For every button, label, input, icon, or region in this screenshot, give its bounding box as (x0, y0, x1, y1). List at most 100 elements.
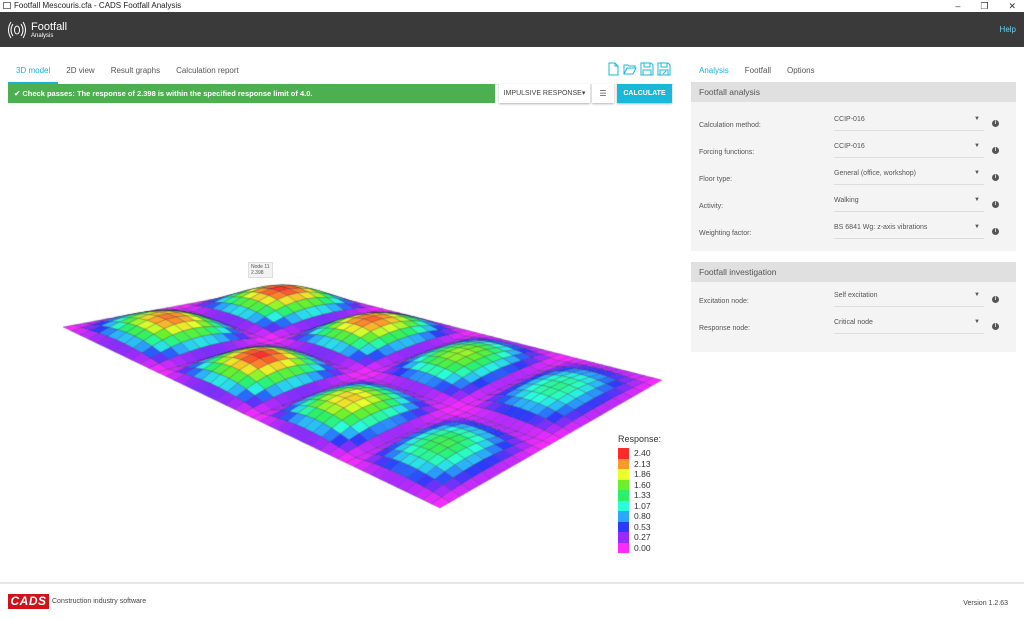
check-status-banner: ✔ Check passes: The response of 2.398 is… (8, 84, 495, 103)
legend-value: 2.13 (634, 458, 651, 469)
select-value: CCIP-016 (834, 143, 865, 150)
tab-calculation-report[interactable]: Calculation report (176, 66, 239, 75)
minimize-button[interactable]: – (955, 1, 961, 11)
tab-3d-model[interactable]: 3D model (8, 60, 59, 84)
field-label: Activity: (699, 203, 724, 210)
calculate-button[interactable]: CALCULATE (617, 84, 672, 103)
tab-analysis[interactable]: Analysis (691, 60, 737, 84)
tab-options[interactable]: Options (787, 66, 815, 75)
info-icon[interactable]: i (992, 120, 999, 127)
caret-down-icon: ▼ (974, 292, 980, 298)
field-select[interactable]: General (office, workshop) ▼ (834, 170, 984, 185)
legend-value: 0.00 (634, 542, 651, 553)
legend-swatch (618, 448, 629, 459)
field-row: Weighting factor: BS 6841 Wg: z-axis vib… (691, 220, 1016, 247)
new-file-icon[interactable] (606, 62, 620, 76)
caret-down-icon: ▼ (974, 224, 980, 230)
field-select[interactable]: BS 6841 Wg: z-axis vibrations ▼ (834, 224, 984, 239)
field-label: Forcing functions: (699, 149, 755, 156)
field-label: Floor type: (699, 176, 733, 183)
legend-value: 1.86 (634, 469, 651, 480)
cads-logo: CADS (8, 594, 49, 609)
footer: CADS Construction industry software Vers… (0, 582, 1024, 619)
save-icon[interactable] (640, 62, 654, 76)
close-button[interactable]: ✕ (1008, 1, 1016, 11)
info-icon[interactable]: i (992, 147, 999, 154)
sliders-icon[interactable]: ☰ (592, 84, 614, 103)
logo-subtitle: Analysis (31, 33, 54, 39)
impulsive-response-dropdown[interactable]: IMPULSIVE RESPONSE▾ (499, 84, 590, 103)
app-header: Footfall Analysis Help (0, 12, 1024, 47)
legend-swatch (618, 469, 629, 480)
legend-item: 0.80 (618, 511, 661, 522)
legend-item: 0.53 (618, 521, 661, 532)
field-select[interactable]: Self excitation ▼ (834, 292, 984, 307)
legend-item: 0.27 (618, 532, 661, 543)
legend-title: Response: (618, 434, 662, 444)
field-label: Excitation node: (699, 298, 749, 305)
peak-node-label: Node 11 2.398 (248, 262, 273, 278)
caret-down-icon: ▼ (974, 116, 980, 122)
legend-value: 2.40 (634, 448, 651, 459)
panel-title: Footfall investigation (691, 262, 1016, 282)
field-label: Weighting factor: (699, 230, 752, 237)
3d-response-surface[interactable] (0, 108, 685, 580)
version-label: Version 1.2.63 (963, 600, 1008, 607)
open-folder-icon[interactable] (623, 62, 637, 76)
legend-swatch (618, 521, 629, 532)
legend-value: 1.60 (634, 479, 651, 490)
legend-value: 0.27 (634, 532, 651, 543)
tagline: Construction industry software (52, 598, 147, 605)
footfall-investigation-panel: Footfall investigation Excitation node: … (691, 262, 1016, 352)
field-row: Calculation method: CCIP-016 ▼ i (691, 112, 1016, 139)
field-row: Forcing functions: CCIP-016 ▼ i (691, 139, 1016, 166)
file-toolbar (606, 62, 671, 76)
legend-item: 2.40 (618, 448, 661, 459)
legend-item: 1.07 (618, 500, 661, 511)
select-value: Walking (834, 197, 859, 204)
select-value: Critical node (834, 319, 873, 326)
footfall-logo-icon (8, 21, 26, 39)
info-icon[interactable]: i (992, 228, 999, 235)
info-icon[interactable]: i (992, 323, 999, 330)
field-select[interactable]: Walking ▼ (834, 197, 984, 212)
help-link[interactable]: Help (999, 25, 1016, 34)
field-row: Response node: Critical node ▼ i (691, 315, 1016, 342)
info-icon[interactable]: i (992, 174, 999, 181)
select-value: BS 6841 Wg: z-axis vibrations (834, 224, 928, 231)
field-label: Response node: (699, 325, 750, 332)
caret-down-icon: ▼ (974, 319, 980, 325)
legend-swatch (618, 532, 629, 543)
field-select[interactable]: Critical node ▼ (834, 319, 984, 334)
legend-swatch (618, 542, 629, 553)
field-row: Floor type: General (office, workshop) ▼ … (691, 166, 1016, 193)
info-icon[interactable]: i (992, 201, 999, 208)
panel-title: Footfall analysis (691, 82, 1016, 102)
field-label: Calculation method: (699, 122, 761, 129)
app-icon (3, 2, 11, 9)
legend-swatch (618, 458, 629, 469)
field-select[interactable]: CCIP-016 ▼ (834, 116, 984, 131)
caret-down-icon: ▼ (974, 197, 980, 203)
tab-footfall[interactable]: Footfall (744, 66, 772, 75)
maximize-button[interactable]: ❐ (980, 1, 989, 11)
save-as-icon[interactable] (657, 62, 671, 76)
window-titlebar: Footfall Mescouris.cfa - CADS Footfall A… (0, 0, 1024, 12)
field-row: Excitation node: Self excitation ▼ i (691, 288, 1016, 315)
legend-value: 1.33 (634, 490, 651, 501)
window-title: Footfall Mescouris.cfa - CADS Footfall A… (14, 1, 182, 10)
tab-result-graphs[interactable]: Result graphs (110, 66, 161, 75)
caret-down-icon: ▼ (974, 170, 980, 176)
caret-down-icon: ▼ (974, 143, 980, 149)
field-row: Activity: Walking ▼ i (691, 193, 1016, 220)
select-value: CCIP-016 (834, 116, 865, 123)
legend-swatch (618, 479, 629, 490)
legend-swatch (618, 511, 629, 522)
tab-2d-view[interactable]: 2D view (66, 66, 95, 75)
select-value: Self excitation (834, 292, 878, 299)
footfall-analysis-panel: Footfall analysis Calculation method: CC… (691, 82, 1016, 251)
info-icon[interactable]: i (992, 296, 999, 303)
response-legend: Response: 2.40 2.13 1.86 1.60 1.33 1.07 0.80 0.… (618, 434, 661, 553)
legend-value: 0.80 (634, 511, 651, 522)
field-select[interactable]: CCIP-016 ▼ (834, 143, 984, 158)
